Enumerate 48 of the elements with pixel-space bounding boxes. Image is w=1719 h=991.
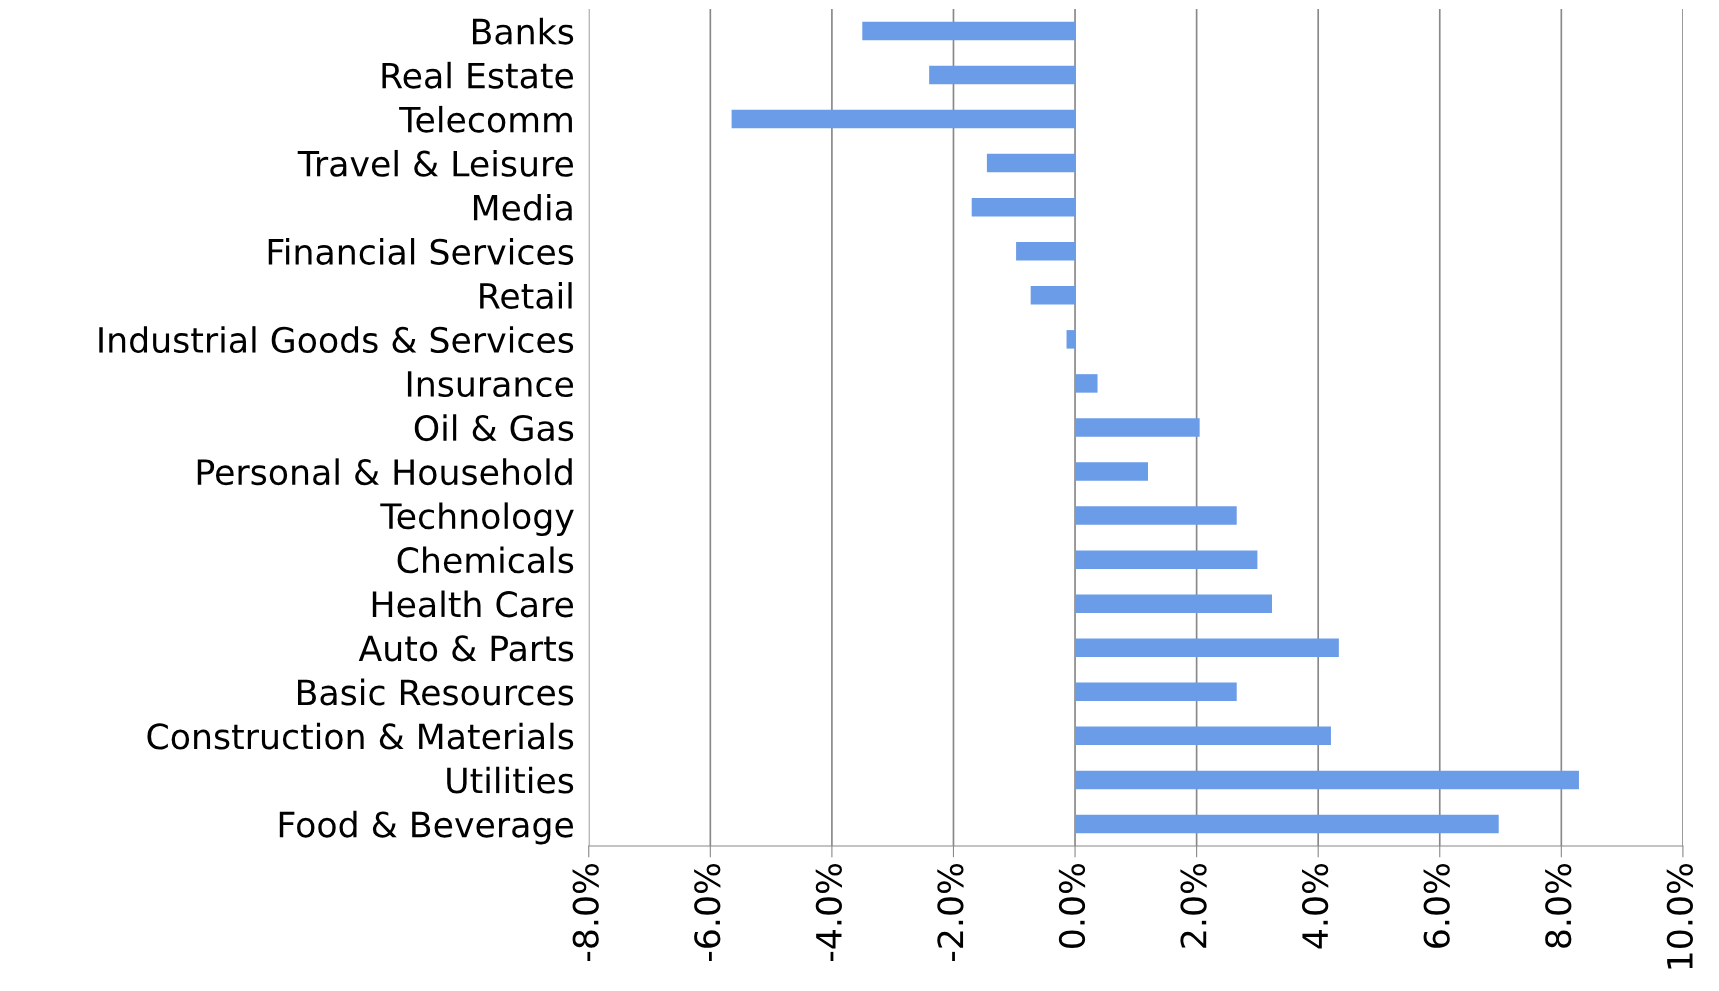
y-tick-label: Insurance — [407, 371, 574, 398]
bar — [1075, 418, 1200, 437]
y-tick-label: Food & Beverage — [279, 810, 573, 845]
bar — [1075, 506, 1237, 525]
x-tick-label: 4.0% — [1302, 863, 1329, 949]
bar — [731, 109, 1076, 129]
bar — [1075, 770, 1579, 790]
x-tick-label: 8.0% — [1545, 863, 1572, 948]
y-tick-label: Technology — [380, 502, 574, 536]
y-tick-label: Retail — [480, 282, 572, 309]
y-tick-label: Real Estate — [382, 61, 574, 89]
bar — [1075, 462, 1148, 481]
y-tick-label: Utilities — [447, 766, 574, 794]
x-tick-label: -2.0% — [937, 863, 964, 962]
bar — [971, 197, 1076, 217]
x-tick-label: 0.0% — [1058, 863, 1086, 948]
y-tick-label: Oil & Gas — [414, 414, 574, 442]
bar — [862, 21, 1076, 41]
y-tick-label: Chemicals — [397, 546, 574, 574]
bar — [1075, 682, 1237, 702]
y-tick-label: Health Care — [372, 590, 574, 618]
bar — [1075, 550, 1258, 569]
x-tick-label: -4.0% — [815, 863, 842, 962]
y-tick-label: Construction & Materials — [147, 722, 574, 750]
bar — [1016, 241, 1076, 261]
y-tick-label: Financial Services — [268, 238, 574, 265]
x-tick-label: 2.0% — [1180, 863, 1207, 948]
bar — [1030, 286, 1076, 305]
y-tick-label: Banks — [472, 17, 574, 45]
x-tick-label: 6.0% — [1423, 863, 1450, 948]
bar — [1075, 814, 1499, 834]
y-tick-label: Personal & Household — [197, 458, 572, 486]
bar — [1075, 638, 1339, 658]
x-tick-label: 10.0% — [1666, 863, 1693, 969]
bar — [1075, 374, 1098, 393]
y-tick-label: Auto & Parts — [358, 635, 574, 662]
x-tick-label: -8.0% — [572, 863, 599, 962]
x-tick-label: -6.0% — [694, 863, 721, 962]
y-tick-label: Basic Resources — [298, 678, 574, 706]
y-tick-label: Travel & Leisure — [297, 149, 574, 177]
y-tick-label: Telecomm — [399, 105, 572, 133]
y-tick-label: Media — [473, 193, 572, 221]
y-tick-label: Industrial Goods & Services — [99, 326, 574, 354]
bar — [929, 65, 1076, 85]
bar — [1075, 726, 1331, 746]
bar — [1066, 330, 1076, 349]
bar — [1075, 594, 1272, 613]
bar — [986, 153, 1076, 173]
